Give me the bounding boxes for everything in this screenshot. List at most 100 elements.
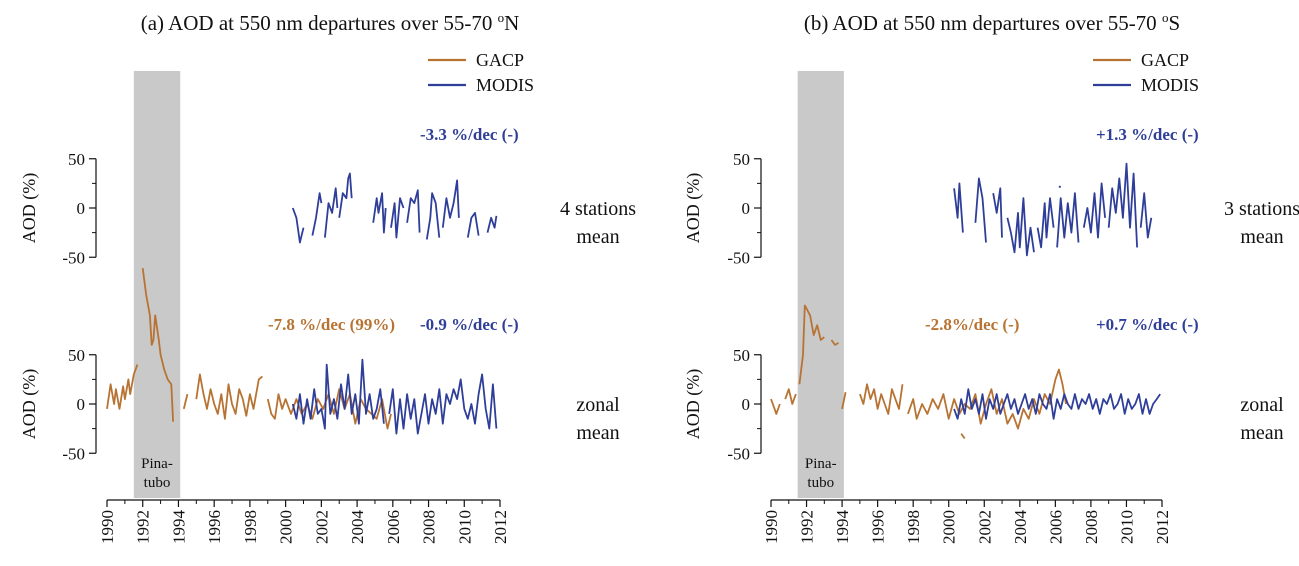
series-line-gacp <box>960 433 966 440</box>
x-tick-label: 2006 <box>1046 510 1065 544</box>
y-tick-label: 50 <box>733 346 750 365</box>
series-line-modis <box>953 388 1161 420</box>
series-line-modis <box>1082 182 1106 239</box>
series-line-gacp <box>859 383 904 415</box>
series-line-gacp <box>182 393 189 410</box>
x-tick-label: 2010 <box>455 510 474 544</box>
y-tick-label: 50 <box>68 346 85 365</box>
chart-title: (a) AOD at 550 nm departures over 55-70 … <box>141 10 520 35</box>
x-tick-label: 2002 <box>312 510 331 544</box>
series-line-modis <box>1006 197 1035 257</box>
trend-annotation: -3.3 %/dec (-) <box>420 125 519 144</box>
series-line-gacp <box>106 364 139 410</box>
series-line-modis <box>1056 192 1080 248</box>
panel-label: zonal <box>576 394 620 416</box>
y-tick-label: -50 <box>62 444 85 463</box>
legend-label: GACP <box>1141 50 1189 70</box>
series-line-modis <box>390 197 405 239</box>
x-tick-label: 1990 <box>98 510 117 544</box>
chart-title: (b) AOD at 550 nm departures over 55-70 … <box>804 10 1180 35</box>
x-tick-label: 1994 <box>833 510 852 545</box>
series-line-modis <box>1107 162 1138 248</box>
shade-label: Pina- <box>805 456 837 472</box>
figure-a: Pina-tubo (a) AOD at 550 nm departures ov… <box>19 10 636 544</box>
series-line-modis <box>441 179 460 228</box>
y-axis-label: AOD (%) <box>19 173 40 243</box>
x-tick-label: 2002 <box>975 510 994 544</box>
series-line-gacp <box>784 388 797 405</box>
series-line-gacp <box>195 373 263 420</box>
series-line-gacp <box>841 392 847 410</box>
x-tick-label: 1992 <box>798 510 817 544</box>
trend-annotation: -0.9 %/dec (-) <box>420 315 519 334</box>
trend-annotation: +1.3 %/dec (-) <box>1096 125 1199 144</box>
y-tick-label: 0 <box>77 395 86 414</box>
series-line-gacp <box>830 339 839 346</box>
panel-label: 4 stations <box>560 198 636 220</box>
x-tick-label: 1996 <box>205 510 224 544</box>
series-line-modis <box>953 182 964 233</box>
series-line-modis <box>406 189 421 233</box>
panel-label: 3 stations <box>1224 198 1299 220</box>
x-tick-label: 1990 <box>762 510 781 544</box>
y-axis-label: AOD (%) <box>683 173 704 243</box>
y-tick-label: 0 <box>742 199 751 218</box>
y-tick-label: -50 <box>62 248 85 267</box>
x-tick-label: 2004 <box>348 510 367 545</box>
series-line-modis <box>311 192 323 236</box>
x-tick-label: 1996 <box>869 510 888 544</box>
x-tick-label: 1994 <box>169 510 188 545</box>
x-tick-label: 2008 <box>420 510 439 544</box>
series-line-modis <box>372 192 387 234</box>
series-line-gacp <box>770 398 781 415</box>
y-axis-label: AOD (%) <box>19 369 40 439</box>
x-tick-label: 2000 <box>940 510 959 544</box>
x-tick-label: 2004 <box>1011 510 1030 545</box>
panel-label: zonal <box>1240 394 1284 416</box>
series-line-gacp <box>907 368 1067 430</box>
trend-annotation: +0.7 %/dec (-) <box>1096 315 1199 334</box>
series-line-modis <box>338 172 353 218</box>
series-line-modis <box>425 192 441 240</box>
y-tick-label: -50 <box>727 444 750 463</box>
series-line-modis <box>1036 197 1055 249</box>
series-line-modis <box>974 177 987 243</box>
panel-label: mean <box>576 226 619 248</box>
shade-label: tubo <box>807 475 834 491</box>
x-tick-label: 2008 <box>1082 510 1101 544</box>
x-tick-label: 2010 <box>1117 510 1136 544</box>
panel-label: mean <box>1240 422 1283 444</box>
y-tick-label: 0 <box>742 395 751 414</box>
y-axis-label: AOD (%) <box>683 369 704 439</box>
series-line-modis <box>291 358 385 430</box>
series-line-modis <box>992 187 1003 238</box>
x-tick-label: 1998 <box>904 510 923 544</box>
series-line-gacp <box>798 304 825 385</box>
x-tick-label: 2012 <box>491 510 510 544</box>
legend-label: MODIS <box>1141 75 1199 95</box>
legend-label: GACP <box>476 50 524 70</box>
series-line-modis <box>1139 192 1153 239</box>
pinatubo-shade <box>133 71 181 498</box>
figure-b: Pina-tubo (b) AOD at 550 nm departures ov… <box>683 10 1299 544</box>
x-tick-label: 1998 <box>241 510 260 544</box>
legend-label: MODIS <box>476 75 534 95</box>
series-line-modis <box>486 215 498 233</box>
series-line-gacp <box>141 267 174 422</box>
y-tick-label: 50 <box>733 150 750 169</box>
trend-annotation: -2.8%/dec (-) <box>925 315 1019 334</box>
x-tick-label: 2000 <box>277 510 296 544</box>
pinatubo-shade <box>797 71 844 498</box>
shade-label: tubo <box>144 475 171 491</box>
y-tick-label: 0 <box>77 199 86 218</box>
x-tick-label: 1992 <box>134 510 153 544</box>
x-tick-label: 2012 <box>1153 510 1172 544</box>
series-line-modis <box>291 207 305 244</box>
trend-annotation: -7.8 %/dec (99%) <box>268 315 395 334</box>
y-tick-label: -50 <box>727 248 750 267</box>
series-line-modis <box>388 373 498 435</box>
y-tick-label: 50 <box>68 150 85 169</box>
panel-label: mean <box>576 422 619 444</box>
series-line-modis-dot <box>1058 185 1062 189</box>
